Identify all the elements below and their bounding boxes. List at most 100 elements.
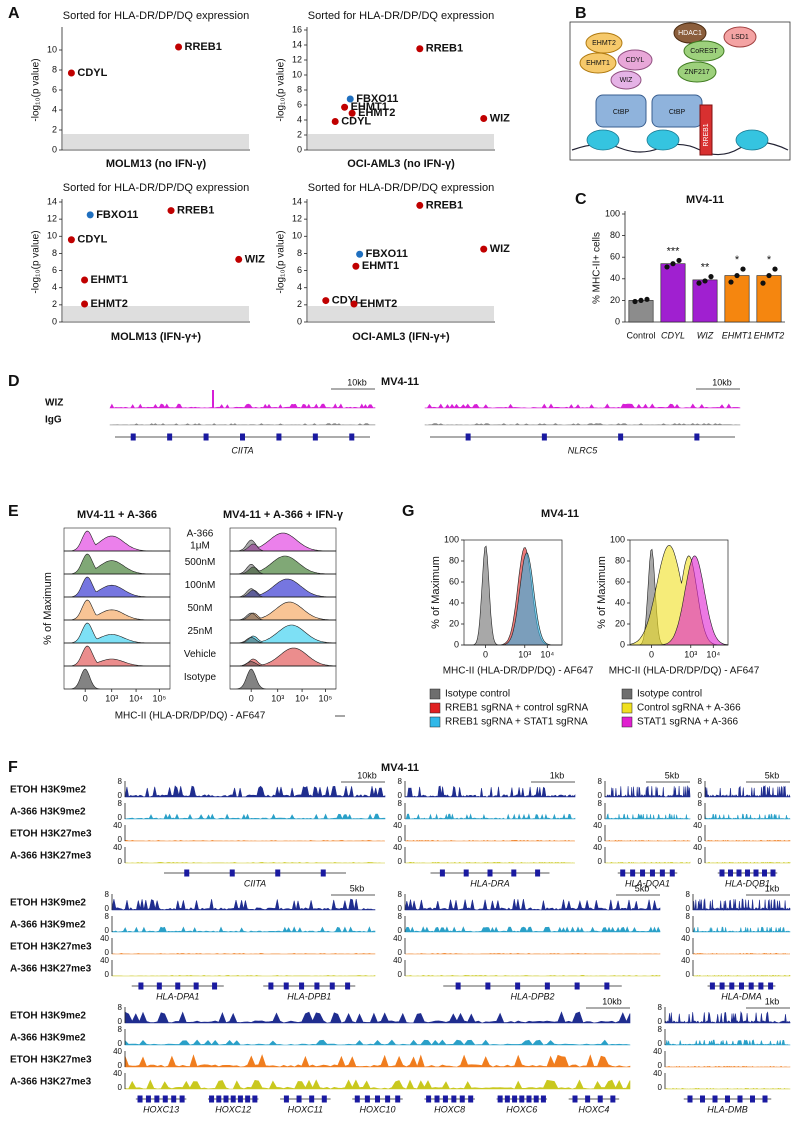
y-tick-label: 8 — [52, 64, 57, 74]
scale-label: 5kb — [665, 770, 680, 780]
node-shape — [610, 70, 642, 90]
exon — [753, 869, 759, 877]
track-tick-label: 0 — [105, 926, 110, 935]
highlight-point — [348, 109, 356, 117]
signal-track — [704, 839, 791, 842]
panel-label: C — [575, 191, 587, 208]
node-shape — [579, 52, 617, 74]
row-label: 100nM — [185, 580, 216, 591]
y-tick-label: 20 — [449, 618, 459, 628]
track-tick-label: 40 — [593, 843, 602, 852]
track-tick-label: 0 — [398, 791, 403, 800]
y-tick-label: 80 — [615, 555, 625, 565]
signal-peak — [212, 390, 214, 408]
nucleosomes — [586, 129, 769, 151]
point-label: RREB1 — [426, 199, 463, 211]
exon — [630, 869, 636, 877]
y-tick-label: 100 — [605, 208, 620, 218]
exon — [434, 1095, 440, 1103]
signal-track — [111, 898, 376, 911]
track-tick-label: 8 — [398, 799, 403, 808]
track-tick-label: 0 — [398, 904, 403, 913]
exon — [497, 1095, 503, 1103]
point-label: CDYL — [341, 115, 371, 127]
exon — [130, 433, 136, 441]
scale-label: 1kb — [550, 770, 565, 780]
gene-name: CIITA — [244, 878, 266, 888]
isotype-overlay — [230, 668, 336, 690]
scale-label: 5kb — [350, 883, 365, 893]
point-label: CDYL — [77, 234, 107, 246]
exon — [725, 1095, 730, 1103]
track-tick-label: 8 — [698, 777, 703, 786]
y-tick-label: 100 — [610, 534, 625, 544]
track-tick-label: 40 — [393, 821, 402, 830]
track-tick-label: 0 — [698, 835, 703, 844]
track-label: A-366 H3K9me2 — [10, 1033, 86, 1044]
gene-name: HOXC8 — [434, 1104, 465, 1114]
exon — [700, 1095, 705, 1103]
y-tick-label: 8 — [297, 248, 302, 258]
highlight-point — [322, 297, 330, 305]
exon — [694, 433, 700, 441]
exon — [156, 982, 162, 990]
x-tick-label: 10⁴ — [540, 649, 554, 659]
exon — [312, 433, 318, 441]
track-tick-label: 40 — [653, 1069, 662, 1078]
x-tick-label: 10⁴ — [295, 693, 309, 703]
signal-track — [124, 1054, 631, 1068]
exon — [296, 1095, 302, 1103]
track-tick-label: 8 — [686, 912, 691, 921]
exon — [468, 1095, 474, 1103]
y-tick-label: 80 — [449, 555, 459, 565]
signal-track — [692, 975, 791, 977]
exon — [283, 982, 289, 990]
exon — [426, 1095, 432, 1103]
y-tick-label: 2 — [52, 299, 57, 309]
node-label: CDYL — [626, 57, 645, 64]
exon — [669, 869, 675, 877]
highlight-point — [175, 43, 183, 51]
plot-frame — [463, 539, 563, 646]
point-label: FBXO11 — [356, 93, 398, 105]
exon — [597, 1095, 603, 1103]
exon — [229, 869, 235, 877]
signal-track — [404, 785, 576, 798]
y-tick-label: 2 — [52, 124, 57, 134]
replicate-point — [702, 278, 708, 284]
y-tick-label: 4 — [52, 104, 57, 114]
y-axis-label: % MHC-II+ cells — [592, 232, 603, 304]
x-axis-label: MOLM13 (IFN-γ+) — [111, 331, 201, 343]
scale-label: 5kb — [765, 770, 780, 780]
node-shape — [585, 32, 623, 54]
track-tick-label: 0 — [658, 1083, 663, 1092]
y-tick-label: 6 — [297, 99, 302, 109]
exon — [230, 1095, 236, 1103]
x-tick-label: EHMT2 — [754, 330, 785, 340]
gene-name: HLA-DRA — [470, 878, 510, 888]
gene-name: HLA-DQA1 — [625, 878, 670, 888]
bar — [724, 275, 750, 323]
x-tick-label: CDYL — [661, 330, 685, 340]
exon — [719, 869, 725, 877]
y-tick-label: 6 — [52, 265, 57, 275]
gene-name: HLA-DPB2 — [510, 991, 554, 1001]
panel-label: G — [402, 503, 414, 520]
track-label: A-366 H3K27me3 — [10, 851, 92, 862]
highlight-point — [86, 211, 94, 219]
y-axis-label: -log₁₀(p value) — [276, 58, 287, 121]
significance-label: *** — [667, 245, 681, 257]
track-tick-label: 8 — [118, 799, 123, 808]
signal-track — [111, 926, 376, 933]
exon — [209, 1095, 215, 1103]
point-label: RREB1 — [426, 43, 463, 55]
histogram — [64, 645, 170, 667]
exon — [451, 1095, 457, 1103]
gene-name: CIITA — [231, 445, 253, 455]
replicate-point — [676, 257, 682, 264]
track-tick-label: 0 — [686, 904, 691, 913]
point-label: WIZ — [245, 253, 265, 265]
signal-track — [424, 423, 741, 426]
signal-track — [704, 813, 791, 820]
replicate-point — [734, 272, 740, 279]
